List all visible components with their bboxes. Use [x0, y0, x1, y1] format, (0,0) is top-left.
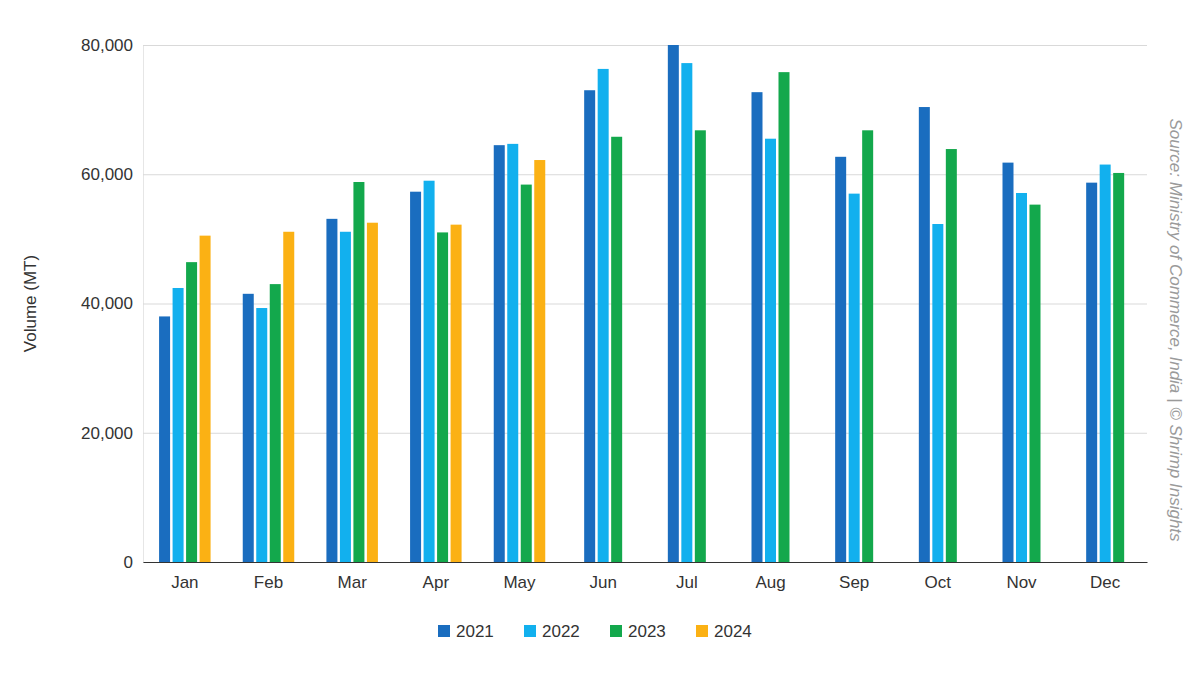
- x-tick: Aug: [755, 562, 785, 592]
- plot: 0 20,000 40,000 60,000 80,000 Jan Feb Mar Apr May…: [81, 36, 1148, 592]
- bar: [849, 194, 860, 562]
- bar: [256, 308, 267, 562]
- x-tick: Sep: [839, 562, 869, 592]
- bar: [437, 232, 448, 562]
- annotation: Source: Ministry of Commerce, India | © …: [1166, 118, 1185, 542]
- x-tick-label: Aug: [755, 573, 785, 592]
- bar: [410, 192, 421, 562]
- legend-label: 2021: [456, 622, 494, 641]
- legend-label: 2024: [714, 622, 752, 641]
- bar: [424, 181, 435, 562]
- bars: [159, 45, 1124, 562]
- x-tick: Dec: [1090, 562, 1121, 592]
- x-tick: Nov: [1006, 562, 1037, 592]
- x-tick: Apr: [423, 562, 450, 592]
- bar: [270, 284, 281, 562]
- bar: [681, 63, 692, 562]
- legend-swatch: [438, 625, 450, 637]
- x-tick: Jul: [676, 562, 698, 592]
- x-tick-label: Nov: [1006, 573, 1037, 592]
- bar: [173, 288, 184, 562]
- bar: [835, 157, 846, 562]
- x-tick: Mar: [338, 562, 368, 592]
- x-tick-label: Jul: [676, 573, 698, 592]
- bar: [1100, 165, 1111, 562]
- grid-line: [143, 45, 1147, 46]
- bar: [765, 139, 776, 562]
- bar: [862, 130, 873, 562]
- x-tick-label: May: [503, 573, 536, 592]
- x-tick-label: Jan: [171, 573, 198, 592]
- bar: [243, 294, 254, 562]
- x-tick-label: Oct: [925, 573, 952, 592]
- legend-item: 2024: [696, 622, 752, 641]
- x-tick-label: Dec: [1090, 573, 1121, 592]
- legend-label: 2022: [542, 622, 580, 641]
- x-tick: Feb: [254, 562, 283, 592]
- x-tick-label: Feb: [254, 573, 283, 592]
- y-tick-label: 0: [124, 553, 133, 572]
- bar: [598, 69, 609, 562]
- grid-line: [143, 562, 1147, 563]
- x-tick-label: Apr: [423, 573, 450, 592]
- bar: [283, 232, 294, 562]
- bar: [779, 72, 790, 562]
- bar: [584, 90, 595, 562]
- chart: 0 20,000 40,000 60,000 80,000 Jan Feb Mar Apr May…: [0, 0, 1200, 675]
- y-tick: 80,000: [81, 36, 1147, 55]
- x-tick: Jun: [589, 562, 616, 592]
- bar: [1016, 193, 1027, 562]
- x-tick: Oct: [925, 562, 952, 592]
- x-tick-label: Jun: [589, 573, 616, 592]
- legend-item: 2023: [610, 622, 666, 641]
- bar: [1086, 183, 1097, 562]
- legend-item: 2021: [438, 622, 494, 641]
- bar: [695, 130, 706, 562]
- bar: [326, 219, 337, 562]
- y-tick-label: 80,000: [81, 36, 133, 55]
- bar: [611, 137, 622, 562]
- y-axis: 0 20,000 40,000 60,000 80,000: [81, 36, 1147, 572]
- bar: [919, 107, 930, 562]
- y-tick-label: 60,000: [81, 165, 133, 184]
- bar: [186, 262, 197, 562]
- legend: 2021 2022 2023 2024: [438, 622, 752, 641]
- bar: [340, 232, 351, 562]
- bar: [521, 185, 532, 562]
- bar: [159, 316, 170, 562]
- legend-label: 2023: [628, 622, 666, 641]
- bar: [534, 160, 545, 562]
- bar: [507, 144, 518, 562]
- bar: [1003, 163, 1014, 562]
- bar: [752, 92, 763, 562]
- x-tick: May: [503, 562, 536, 592]
- bar: [1030, 205, 1041, 562]
- x-axis: Jan Feb Mar Apr May Jun Jul Aug Sep Oct Nov Dec: [144, 562, 1148, 592]
- bar: [353, 182, 364, 562]
- bar: [668, 45, 679, 562]
- x-tick: Jan: [171, 562, 198, 592]
- bar: [451, 225, 462, 562]
- legend-item: 2022: [524, 622, 580, 641]
- x-tick-label: Mar: [338, 573, 368, 592]
- y-tick-label: 40,000: [81, 294, 133, 313]
- bar: [494, 145, 505, 562]
- y-axis-title: Volume (MT): [21, 255, 40, 352]
- y-axis-line: [144, 46, 1148, 563]
- y-tick-label: 20,000: [81, 424, 133, 443]
- legend-swatch: [696, 625, 708, 637]
- bar: [200, 236, 211, 562]
- bar: [946, 149, 957, 562]
- bar: [367, 223, 378, 562]
- grid-line: [143, 174, 1147, 175]
- legend-swatch: [610, 625, 622, 637]
- bar: [932, 224, 943, 562]
- x-axis-line: [144, 562, 1148, 563]
- legend-swatch: [524, 625, 536, 637]
- bar: [1113, 173, 1124, 562]
- x-tick-label: Sep: [839, 573, 869, 592]
